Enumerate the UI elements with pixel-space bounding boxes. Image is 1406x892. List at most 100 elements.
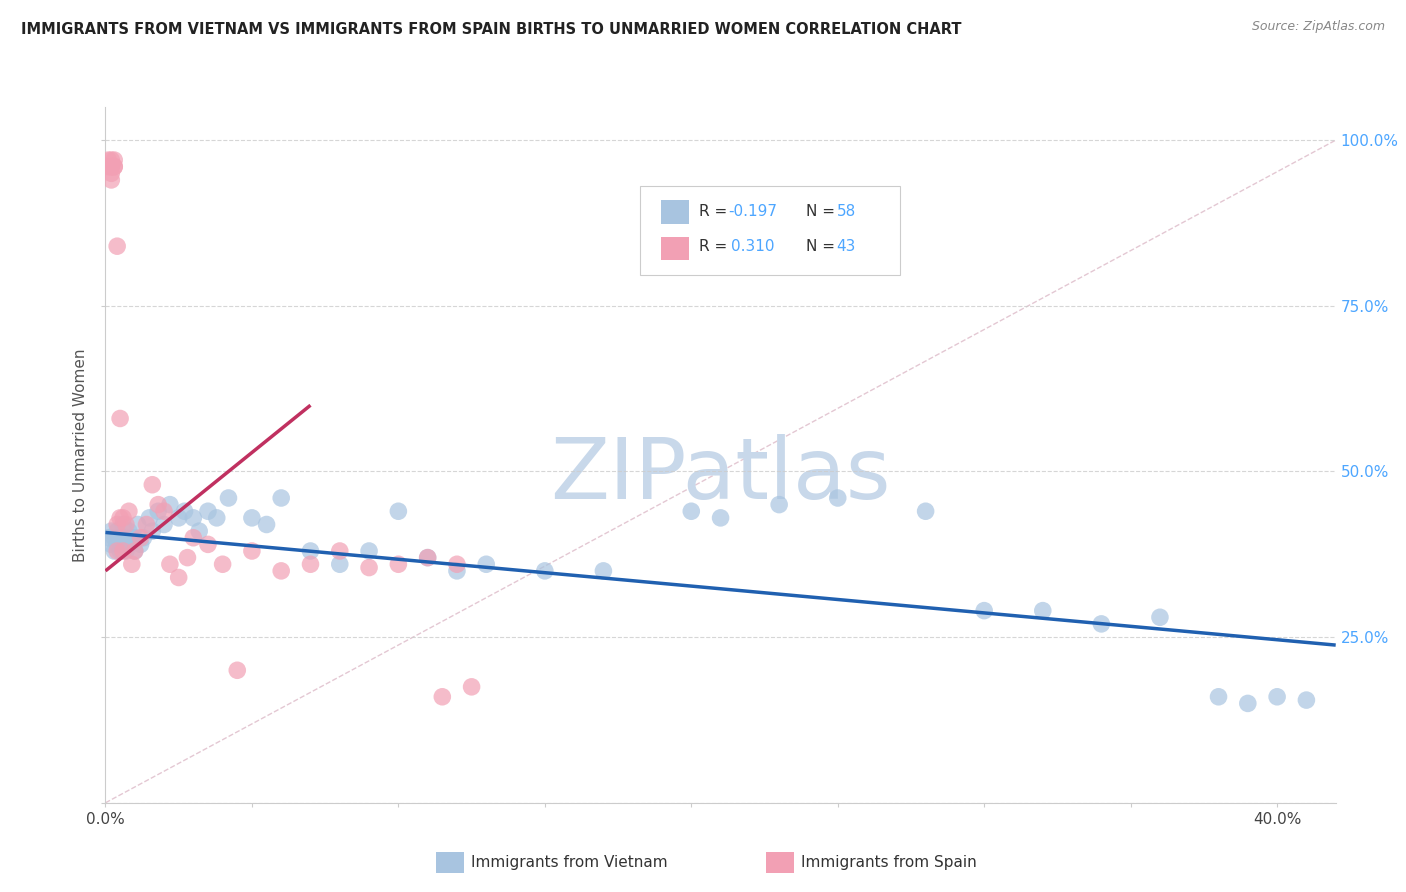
Point xyxy=(108,544,131,558)
Point xyxy=(226,663,249,677)
Point xyxy=(97,153,120,167)
Point xyxy=(118,524,141,538)
Text: R =: R = xyxy=(699,203,733,219)
Point xyxy=(159,498,181,512)
Text: Immigrants from Vietnam: Immigrants from Vietnam xyxy=(471,855,668,870)
Point xyxy=(121,531,143,545)
Text: 0.310: 0.310 xyxy=(731,239,775,254)
Point xyxy=(1149,610,1171,624)
Point xyxy=(710,511,733,525)
Point xyxy=(973,604,995,618)
Point xyxy=(100,160,122,174)
Point xyxy=(148,498,170,512)
Point xyxy=(124,544,146,558)
Point xyxy=(197,537,219,551)
Point xyxy=(167,511,190,525)
Point xyxy=(270,491,292,505)
Point xyxy=(141,477,163,491)
Point xyxy=(121,558,143,572)
Point xyxy=(112,544,135,558)
Point xyxy=(115,517,138,532)
Point xyxy=(914,504,936,518)
Point xyxy=(118,504,141,518)
Point xyxy=(103,160,125,174)
Point xyxy=(100,160,122,174)
Point xyxy=(256,517,278,532)
Point xyxy=(1208,690,1230,704)
Point xyxy=(299,558,322,572)
Point xyxy=(359,544,381,558)
Point xyxy=(153,504,176,518)
Point xyxy=(681,504,703,518)
Point xyxy=(387,558,409,572)
Point xyxy=(183,511,205,525)
Point xyxy=(446,558,468,572)
Point xyxy=(176,550,198,565)
Point xyxy=(112,517,135,532)
Text: IMMIGRANTS FROM VIETNAM VS IMMIGRANTS FROM SPAIN BIRTHS TO UNMARRIED WOMEN CORRE: IMMIGRANTS FROM VIETNAM VS IMMIGRANTS FR… xyxy=(21,22,962,37)
Point xyxy=(359,560,381,574)
Point xyxy=(105,239,128,253)
Point xyxy=(108,411,131,425)
Point xyxy=(112,537,135,551)
Point xyxy=(475,558,498,572)
Point xyxy=(103,531,125,545)
Point xyxy=(329,544,352,558)
Point xyxy=(118,537,141,551)
Point xyxy=(115,544,138,558)
Point xyxy=(112,511,135,525)
Point xyxy=(124,544,146,558)
Point xyxy=(211,558,233,572)
Point xyxy=(108,531,131,545)
Text: R =: R = xyxy=(699,239,737,254)
Point xyxy=(100,166,122,180)
Point xyxy=(197,504,219,518)
Point xyxy=(129,537,152,551)
Point xyxy=(1265,690,1288,704)
Point xyxy=(103,153,125,167)
Point xyxy=(270,564,292,578)
Point xyxy=(432,690,454,704)
Point xyxy=(100,524,122,538)
Point xyxy=(100,537,122,551)
Point xyxy=(173,504,195,518)
Point xyxy=(387,504,409,518)
Point xyxy=(1090,616,1112,631)
Point xyxy=(100,173,122,187)
Point xyxy=(105,537,128,551)
Point xyxy=(416,550,439,565)
Point xyxy=(153,517,176,532)
Point xyxy=(167,570,190,584)
Point xyxy=(1237,697,1260,711)
Point xyxy=(1295,693,1317,707)
Point xyxy=(97,160,120,174)
Point xyxy=(446,564,468,578)
Point xyxy=(103,160,125,174)
Text: N =: N = xyxy=(806,239,835,254)
Point xyxy=(768,498,790,512)
Text: ZIPatlas: ZIPatlas xyxy=(550,434,891,517)
Text: 58: 58 xyxy=(837,203,856,219)
Point xyxy=(108,511,131,525)
Point xyxy=(103,544,125,558)
Point xyxy=(592,564,614,578)
Point xyxy=(1032,604,1054,618)
Point xyxy=(105,524,128,538)
Point xyxy=(159,558,181,572)
Point xyxy=(416,550,439,565)
Point xyxy=(100,153,122,167)
Text: -0.197: -0.197 xyxy=(728,203,778,219)
Point xyxy=(827,491,849,505)
Text: Immigrants from Spain: Immigrants from Spain xyxy=(801,855,977,870)
Y-axis label: Births to Unmarried Women: Births to Unmarried Women xyxy=(73,348,89,562)
Text: 43: 43 xyxy=(837,239,856,254)
Point xyxy=(97,531,120,545)
Point xyxy=(115,531,138,545)
Point xyxy=(240,544,263,558)
Point xyxy=(329,558,352,572)
Text: N =: N = xyxy=(806,203,835,219)
Point xyxy=(240,511,263,525)
Point xyxy=(148,504,170,518)
Point xyxy=(124,531,146,545)
Point xyxy=(127,517,149,532)
